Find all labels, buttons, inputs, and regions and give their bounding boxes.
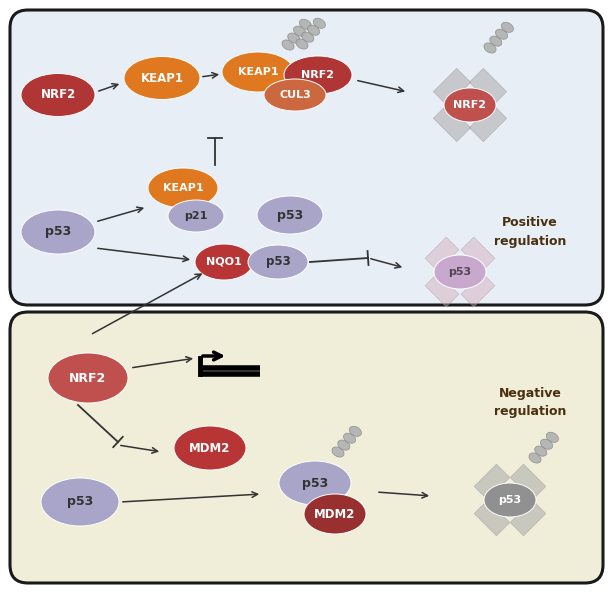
Text: MDM2: MDM2 [314, 508, 356, 521]
Text: p53: p53 [67, 496, 93, 509]
Ellipse shape [349, 426, 362, 436]
Text: KEAP1: KEAP1 [238, 67, 278, 77]
Ellipse shape [338, 440, 350, 450]
Ellipse shape [264, 79, 326, 111]
Ellipse shape [546, 432, 558, 442]
Ellipse shape [168, 200, 224, 232]
Ellipse shape [444, 88, 496, 122]
Ellipse shape [41, 478, 119, 526]
Text: Negative
regulation: Negative regulation [494, 387, 566, 417]
Text: MDM2: MDM2 [189, 442, 230, 454]
Ellipse shape [279, 461, 351, 505]
Text: NRF2: NRF2 [302, 70, 335, 80]
Ellipse shape [21, 210, 95, 254]
Polygon shape [510, 500, 546, 536]
Ellipse shape [501, 23, 514, 33]
Text: p53: p53 [277, 209, 303, 222]
Polygon shape [461, 273, 495, 307]
Ellipse shape [484, 43, 496, 53]
Ellipse shape [529, 453, 541, 463]
Ellipse shape [304, 494, 366, 534]
Ellipse shape [490, 36, 502, 46]
Ellipse shape [195, 244, 253, 280]
Polygon shape [474, 500, 510, 536]
Polygon shape [470, 68, 507, 106]
Text: p53: p53 [449, 267, 471, 277]
Polygon shape [425, 237, 459, 271]
Text: Positive
regulation: Positive regulation [494, 216, 566, 247]
Ellipse shape [343, 433, 356, 444]
Ellipse shape [284, 56, 352, 94]
Text: NRF2: NRF2 [40, 88, 75, 101]
Polygon shape [474, 464, 510, 500]
Ellipse shape [495, 29, 508, 39]
Text: NRF2: NRF2 [454, 100, 487, 110]
Polygon shape [470, 104, 507, 142]
Text: p53: p53 [265, 256, 291, 269]
Ellipse shape [434, 255, 486, 289]
FancyBboxPatch shape [10, 10, 603, 305]
Text: KEAP1: KEAP1 [162, 183, 204, 193]
Ellipse shape [21, 74, 95, 116]
Ellipse shape [257, 196, 323, 234]
Text: CUL3: CUL3 [279, 90, 311, 100]
Ellipse shape [287, 33, 300, 43]
Polygon shape [461, 237, 495, 271]
Ellipse shape [302, 32, 314, 42]
FancyBboxPatch shape [10, 312, 603, 583]
Ellipse shape [484, 483, 536, 517]
Ellipse shape [124, 56, 200, 100]
Polygon shape [433, 68, 471, 106]
Ellipse shape [541, 439, 553, 449]
Text: p53: p53 [45, 225, 71, 238]
Ellipse shape [148, 168, 218, 208]
Ellipse shape [282, 40, 294, 50]
Ellipse shape [248, 245, 308, 279]
Ellipse shape [299, 19, 311, 30]
Ellipse shape [222, 52, 294, 92]
Text: KEAP1: KEAP1 [140, 72, 183, 84]
Text: p53: p53 [498, 495, 522, 505]
Ellipse shape [535, 446, 547, 456]
Polygon shape [510, 464, 546, 500]
Text: p21: p21 [185, 211, 208, 221]
Ellipse shape [313, 18, 326, 28]
Ellipse shape [48, 353, 128, 403]
Text: NQO1: NQO1 [206, 257, 242, 267]
Ellipse shape [174, 426, 246, 470]
Ellipse shape [296, 39, 308, 49]
Text: NRF2: NRF2 [69, 371, 107, 384]
Polygon shape [425, 273, 459, 307]
Text: p53: p53 [302, 477, 328, 489]
Polygon shape [433, 104, 471, 142]
Ellipse shape [294, 26, 306, 36]
Ellipse shape [332, 447, 344, 457]
Ellipse shape [308, 25, 319, 36]
